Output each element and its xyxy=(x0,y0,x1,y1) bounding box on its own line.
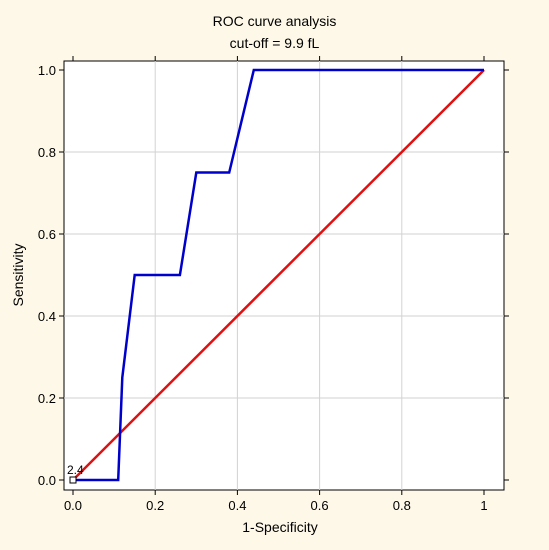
y-tick-label: 0.4 xyxy=(38,309,56,324)
y-tick-label: 1.0 xyxy=(38,63,56,78)
y-tick-label: 0.8 xyxy=(38,145,56,160)
x-axis-label: 1-Specificity xyxy=(242,519,317,535)
cutoff-marker xyxy=(69,476,77,484)
x-tick-label: 0.8 xyxy=(393,498,411,513)
x-tick-label: 0.6 xyxy=(311,498,329,513)
y-tick-label: 0.6 xyxy=(38,227,56,242)
grid-lines xyxy=(64,61,504,490)
reference-diagonal xyxy=(72,69,485,481)
annotations: 2.4 xyxy=(67,463,84,484)
chart-subtitle: cut-off = 9.9 fL xyxy=(230,35,320,51)
x-tick-label: 0.2 xyxy=(146,498,164,513)
x-tick-label: 0.4 xyxy=(228,498,246,513)
roc-curve-line xyxy=(73,68,484,482)
y-tick-labels: 0.0 0.2 0.4 0.6 0.8 1.0 xyxy=(38,63,56,488)
cutoff-label: 2.4 xyxy=(67,463,84,477)
y-tick-label: 0.2 xyxy=(38,391,56,406)
plot-area xyxy=(63,60,505,491)
chart-title: ROC curve analysis xyxy=(213,13,337,29)
x-tick-labels: 0.0 0.2 0.4 0.6 0.8 1 xyxy=(64,498,488,513)
x-tick-label: 0.0 xyxy=(64,498,82,513)
roc-series xyxy=(73,68,484,482)
axis-ticks xyxy=(59,56,509,495)
reference-line xyxy=(72,69,485,481)
y-tick-label: 0.0 xyxy=(38,473,56,488)
y-axis-label: Sensitivity xyxy=(10,243,26,306)
x-tick-label: 1 xyxy=(480,498,487,513)
